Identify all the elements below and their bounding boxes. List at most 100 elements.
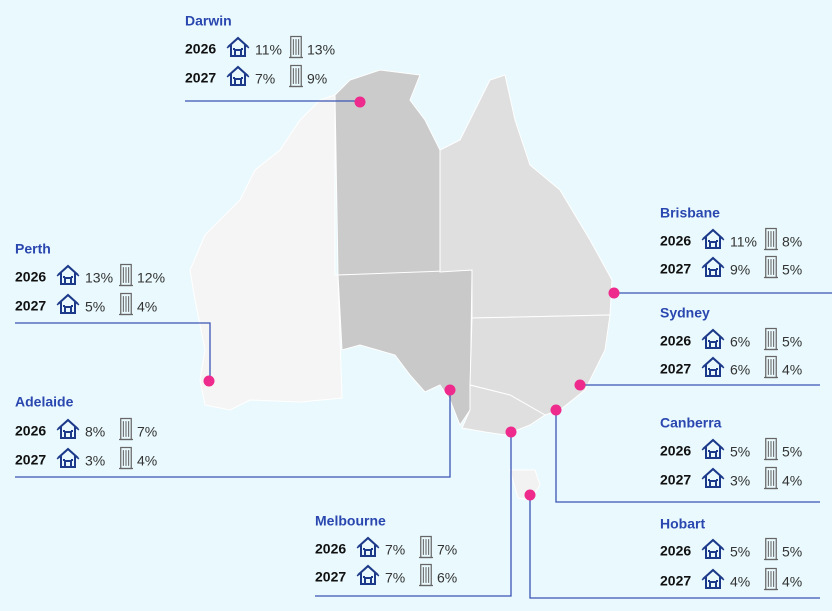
qld: [439, 74, 613, 319]
unit-icon: [289, 35, 303, 59]
unit-change: 4%: [137, 299, 157, 315]
unit-icon: [764, 567, 778, 591]
house-icon: [56, 419, 80, 439]
unit-icon: [119, 292, 133, 316]
year: 2026: [660, 233, 691, 249]
unit-change: 8%: [782, 234, 802, 250]
year: 2027: [660, 472, 691, 488]
unit-change: 4%: [782, 574, 802, 590]
city-name: Darwin: [185, 13, 232, 29]
unit-change: 4%: [782, 473, 802, 489]
house-icon: [226, 66, 250, 86]
house-change: 11%: [255, 42, 282, 58]
city-name: Perth: [15, 241, 51, 257]
unit-icon: [289, 64, 303, 88]
house-icon: [701, 539, 725, 559]
unit-change: 5%: [782, 444, 802, 460]
year: 2027: [660, 573, 691, 589]
house-icon: [56, 265, 80, 285]
unit-icon: [419, 535, 433, 559]
city-name: Melbourne: [315, 513, 386, 529]
house-change: 4%: [730, 574, 750, 590]
year: 2027: [185, 70, 216, 86]
house-change: 9%: [730, 262, 750, 278]
house-icon: [701, 468, 725, 488]
year: 2026: [15, 423, 46, 439]
australia-map: [189, 69, 613, 501]
leader-line: [15, 390, 451, 478]
city-name: Hobart: [660, 516, 705, 532]
city-name: Canberra: [660, 415, 722, 431]
house-icon: [56, 294, 80, 314]
house-icon: [701, 229, 725, 249]
year: 2027: [660, 361, 691, 377]
unit-change: 13%: [307, 42, 335, 58]
city-dot: [505, 426, 517, 438]
unit-icon: [764, 227, 778, 251]
city-dot: [550, 404, 562, 416]
city-callout: Sydney 2026 6% 5% 2027 6% 4%: [574, 305, 820, 391]
city-callout: Melbourne 2026 7% 7% 2027 7% 6%: [315, 426, 517, 597]
house-change: 5%: [730, 544, 750, 560]
city-name: Adelaide: [15, 394, 74, 410]
city-dot: [203, 375, 215, 387]
house-icon: [701, 439, 725, 459]
house-icon: [701, 329, 725, 349]
city-dot: [354, 96, 366, 108]
unit-change: 12%: [137, 270, 165, 286]
year: 2026: [185, 41, 216, 57]
house-change: 6%: [730, 362, 750, 378]
city-callout: Adelaide 2026 8% 7% 2027 3% 4%: [15, 384, 456, 478]
city-callout: Perth 2026 13% 12% 2027 5% 4%: [15, 241, 215, 387]
house-change: 7%: [385, 570, 405, 586]
year: 2026: [660, 443, 691, 459]
unit-change: 7%: [437, 542, 457, 558]
unit-icon: [764, 327, 778, 351]
leader-line: [15, 322, 211, 381]
city-dot: [574, 379, 586, 391]
year: 2027: [660, 261, 691, 277]
year: 2027: [15, 452, 46, 468]
city-callout: Darwin 2026 11% 13% 2027 7% 9%: [185, 13, 366, 108]
unit-change: 6%: [437, 570, 457, 586]
unit-change: 5%: [782, 262, 802, 278]
unit-change: 4%: [137, 453, 157, 469]
house-change: 3%: [730, 473, 750, 489]
unit-icon: [764, 466, 778, 490]
year: 2026: [660, 543, 691, 559]
city-callout: Brisbane 2026 11% 8% 2027 9% 5%: [608, 205, 832, 299]
house-icon: [56, 448, 80, 468]
unit-icon: [764, 437, 778, 461]
year: 2026: [660, 333, 691, 349]
unit-change: 5%: [782, 544, 802, 560]
city-callout: Hobart 2026 5% 5% 2027 4% 4%: [524, 489, 820, 599]
unit-icon: [764, 355, 778, 379]
city-name: Brisbane: [660, 205, 720, 221]
city-callout: Canberra 2026 5% 5% 2027 3% 4%: [550, 404, 820, 503]
house-change: 8%: [85, 424, 105, 440]
leader-line: [315, 432, 512, 597]
year: 2027: [315, 569, 346, 585]
unit-change: 7%: [137, 424, 157, 440]
leader-line: [529, 495, 820, 599]
house-change: 11%: [730, 234, 757, 250]
house-icon: [701, 357, 725, 377]
house-icon: [356, 537, 380, 557]
year: 2026: [315, 541, 346, 557]
city-dot: [524, 489, 536, 501]
unit-icon: [119, 417, 133, 441]
house-change: 5%: [85, 299, 105, 315]
unit-icon: [119, 263, 133, 287]
house-change: 5%: [730, 444, 750, 460]
house-change: 6%: [730, 334, 750, 350]
house-icon: [356, 565, 380, 585]
house-change: 7%: [255, 71, 275, 87]
house-icon: [226, 37, 250, 57]
city-dot: [608, 287, 620, 299]
unit-icon: [119, 446, 133, 470]
unit-change: 4%: [782, 362, 802, 378]
unit-change: 5%: [782, 334, 802, 350]
house-change: 7%: [385, 542, 405, 558]
unit-change: 9%: [307, 71, 327, 87]
